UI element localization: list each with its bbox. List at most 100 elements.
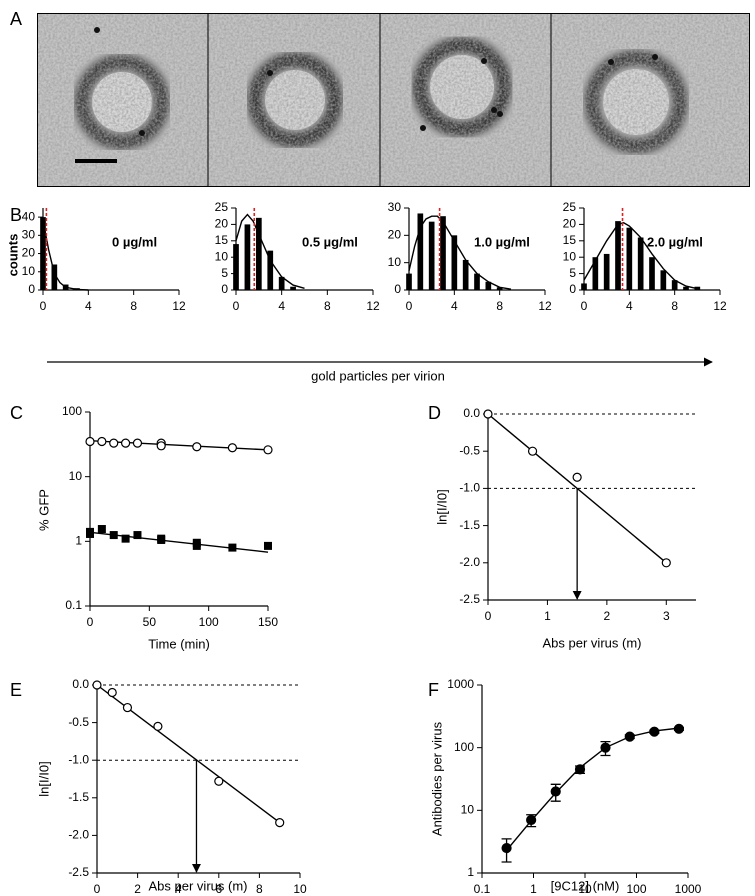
- point: [600, 742, 611, 753]
- y-tick-label: 0.0: [463, 406, 480, 420]
- point: [661, 558, 671, 568]
- point: [133, 531, 142, 540]
- x-tick-label: 0: [581, 299, 588, 313]
- bar: [451, 235, 458, 290]
- bar: [671, 280, 678, 290]
- bar: [440, 216, 446, 290]
- x-tick-label: 4: [626, 299, 633, 313]
- panel-label: B: [10, 205, 22, 225]
- point: [264, 541, 272, 550]
- y-tick-label: 30: [22, 228, 36, 242]
- y-axis-label: Antibodies per virus: [429, 721, 444, 836]
- point: [527, 446, 538, 456]
- y-tick-label: 100: [454, 740, 474, 754]
- x-tick-label: 50: [143, 615, 157, 629]
- y-tick-label: -0.5: [68, 715, 89, 729]
- bar: [51, 264, 58, 290]
- x-tick-label: 0.1: [474, 882, 491, 896]
- point: [275, 818, 285, 828]
- point: [132, 438, 143, 448]
- x-tick-label: 12: [366, 299, 380, 313]
- point: [109, 438, 119, 448]
- annotation: 2.0 µg/ml: [647, 234, 703, 249]
- y-tick-label: 1000: [447, 677, 474, 691]
- y-tick-label: -0.5: [459, 443, 480, 457]
- y-tick-label: 10: [388, 255, 402, 269]
- y-tick-label: 0: [394, 282, 401, 296]
- x-tick-label: 10: [293, 882, 307, 896]
- panel-label: F: [428, 680, 439, 700]
- x-axis-label: Abs per virus (m): [543, 635, 642, 650]
- x-axis-label: Abs per virus (m): [149, 878, 248, 893]
- point: [501, 842, 512, 854]
- point: [92, 680, 102, 690]
- bar: [462, 259, 469, 290]
- point: [624, 731, 635, 742]
- y-tick-label: 20: [215, 217, 229, 231]
- y-tick-label: 15: [563, 233, 577, 247]
- y-tick-label: 30: [388, 200, 402, 214]
- x-tick-label: 8: [256, 882, 263, 896]
- x-tick-label: 6: [215, 882, 222, 896]
- x-tick-label: 1000: [675, 882, 702, 896]
- panel-label: E: [10, 680, 22, 700]
- x-tick-label: 0: [485, 609, 492, 623]
- x-tick-label: 10: [578, 882, 592, 896]
- bar: [581, 283, 587, 290]
- bar: [496, 287, 503, 290]
- bar: [603, 253, 610, 290]
- y-tick-label: 10: [461, 803, 475, 817]
- y-tick-label: 1: [467, 865, 474, 879]
- point: [122, 702, 133, 713]
- y-tick-label: 100: [62, 404, 82, 418]
- bar: [474, 273, 480, 290]
- y-tick-label: 0: [221, 282, 228, 296]
- point: [228, 543, 237, 552]
- point: [97, 525, 106, 534]
- y-tick-label: -1.5: [459, 518, 480, 532]
- x-tick-label: 0: [406, 299, 413, 313]
- y-tick-label: 0.0: [72, 677, 89, 691]
- micrographs: [37, 13, 750, 187]
- bar: [233, 244, 239, 290]
- y-tick-label: 25: [215, 200, 229, 214]
- x-axis-label: [9C12] (nM): [551, 878, 620, 893]
- x-tick-label: 0: [94, 882, 101, 896]
- point: [526, 814, 537, 826]
- x-tick-label: 100: [199, 615, 219, 629]
- y-tick-label: -1.0: [68, 752, 89, 766]
- y-tick-label: 5: [221, 266, 228, 280]
- x-tick-label: 12: [172, 299, 186, 313]
- bar: [278, 276, 285, 290]
- fit-line: [42, 220, 89, 291]
- shared-y-label: counts: [5, 234, 20, 277]
- point: [86, 529, 94, 538]
- y-tick-label: -2.5: [68, 865, 89, 879]
- bar: [592, 257, 599, 290]
- point: [109, 531, 118, 540]
- micrograph-frames: [37, 13, 750, 187]
- shared-x-label: gold particles per virion: [311, 368, 445, 383]
- point: [483, 409, 493, 419]
- bar: [683, 286, 689, 290]
- fit-line: [487, 413, 667, 564]
- x-tick-label: 12: [538, 299, 552, 313]
- x-tick-label: 0: [87, 615, 94, 629]
- y-tick-label: -2.5: [459, 592, 480, 606]
- x-tick-label: 12: [713, 299, 727, 313]
- y-tick-label: 0: [569, 282, 576, 296]
- point: [157, 534, 166, 543]
- x-tick-label: 1: [530, 882, 537, 896]
- panel-label: D: [428, 403, 441, 423]
- point: [85, 436, 95, 447]
- x-tick-label: 8: [671, 299, 678, 313]
- point: [572, 472, 582, 482]
- y-axis-label: ln[I/I0]: [434, 489, 449, 524]
- x-tick-label: 0: [40, 299, 47, 313]
- y-tick-label: -2.0: [459, 555, 480, 569]
- annotation: 1.0 µg/ml: [474, 234, 530, 249]
- x-tick-label: 1: [544, 609, 551, 623]
- y-tick-label: 0: [28, 282, 35, 296]
- y-tick-label: 15: [215, 233, 229, 247]
